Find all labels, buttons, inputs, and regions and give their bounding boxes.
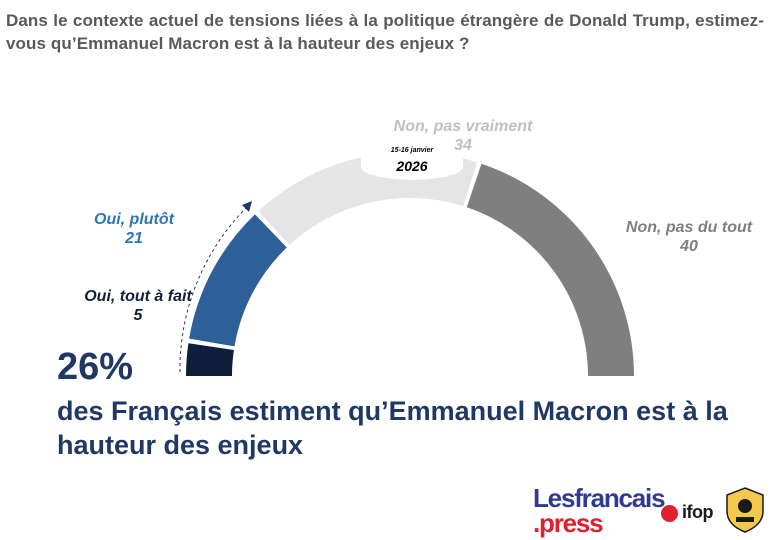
seal-logo-icon <box>726 487 764 533</box>
survey-year: 2026 <box>396 158 428 174</box>
slice-name: Non, pas vraiment <box>393 118 533 135</box>
slice-oui-tout-fait <box>186 343 234 376</box>
slice-name: Oui, tout à fait <box>84 288 192 305</box>
slice-non-pas-du-tout <box>466 163 634 376</box>
slice-label-non-pas-vraiment: Non, pas vraiment 34 <box>358 117 568 155</box>
headline-text: des Français estiment qu’Emmanuel Macron… <box>57 396 728 460</box>
brand-suffix: .press <box>533 508 604 538</box>
slice-value: 34 <box>454 137 472 154</box>
slice-label-non-pas-du-tout: Non, pas du tout 40 <box>624 218 754 256</box>
cumulative-arrow-head <box>242 201 252 212</box>
slice-value: 40 <box>680 238 698 255</box>
gauge-slices <box>186 152 634 376</box>
ifop-logo-icon <box>661 505 678 522</box>
slice-name: Oui, plutôt <box>94 211 174 228</box>
slice-value: 5 <box>133 307 143 324</box>
survey-dates: 15-16 janvier <box>390 147 434 154</box>
slice-name: Non, pas du tout <box>625 219 753 236</box>
headline-percent: 26% <box>57 346 134 388</box>
date-bubble-shape <box>361 150 463 180</box>
slice-oui-plut-t <box>189 214 287 347</box>
cumulative-arrow <box>179 204 250 373</box>
slice-label-oui-plutot: Oui, plutôt 21 <box>64 210 204 248</box>
brand-name: Lesfrancais <box>533 483 666 513</box>
ifop-logo: ifop <box>682 502 714 522</box>
lesfrancais-press-logo: Lesfrancais .press <box>533 483 666 538</box>
survey-question: Dans le contexte actuel de tensions liée… <box>6 11 764 53</box>
slice-value: 21 <box>125 230 143 247</box>
slice-label-oui-tout-a-fait: Oui, tout à fait 5 <box>78 287 198 325</box>
